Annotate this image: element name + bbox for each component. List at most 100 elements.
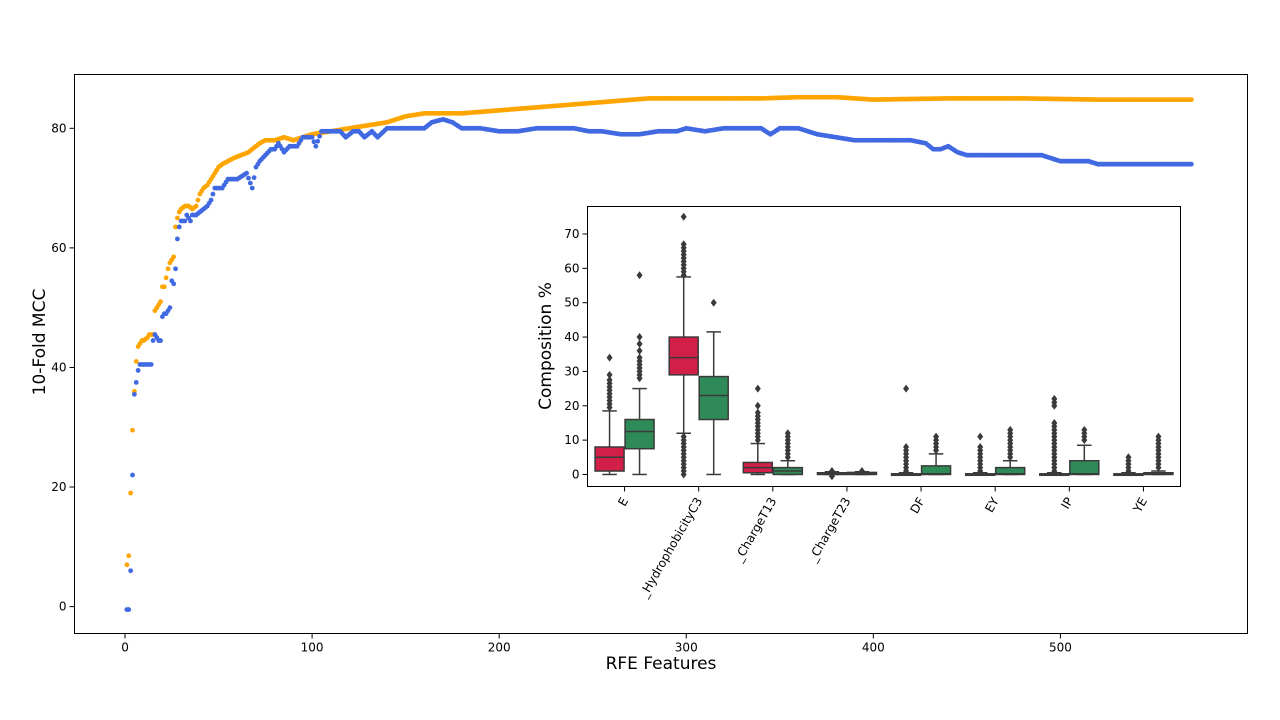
main-plot-frame (74, 74, 1248, 634)
point (167, 305, 173, 311)
point (124, 562, 130, 568)
point (247, 180, 253, 186)
box-7-0 (1113, 453, 1144, 477)
point (131, 391, 137, 397)
y-tick-label: 60 (564, 261, 579, 275)
flier (977, 442, 984, 451)
flier (606, 375, 613, 384)
flier (754, 384, 761, 393)
inset-y-axis-label: Composition % (536, 282, 556, 410)
point (165, 266, 171, 272)
flier (636, 333, 643, 342)
point (182, 218, 188, 224)
y-tick-label: 40 (564, 330, 579, 344)
point (311, 139, 317, 145)
x-tick-label: YE (1130, 495, 1150, 516)
box-7-1 (1143, 432, 1174, 476)
point (133, 359, 139, 364)
x-tick-label: 200 (488, 641, 511, 655)
point (135, 368, 141, 373)
box-2-0 (742, 384, 774, 476)
point (174, 236, 180, 242)
box-0-1 (624, 271, 655, 476)
flier (903, 384, 910, 393)
box (1069, 459, 1100, 476)
main-x-axis-label: RFE Features (606, 654, 717, 674)
point (315, 138, 321, 144)
point (150, 338, 156, 343)
y-tick-label: 20 (51, 480, 66, 494)
flier (710, 298, 717, 307)
x-tick-label: 400 (862, 641, 885, 655)
box-0-0 (594, 353, 625, 476)
flier (1155, 432, 1162, 441)
x-tick-label: 100 (301, 641, 324, 655)
box (698, 375, 729, 421)
point (161, 284, 167, 290)
x-tick-label: 300 (675, 641, 698, 655)
y-tick-label: 80 (51, 121, 66, 135)
point (195, 197, 201, 203)
flier (754, 408, 761, 417)
flier (858, 467, 865, 476)
flier (680, 240, 687, 249)
point (244, 170, 250, 176)
flier (903, 442, 910, 451)
flier (754, 401, 761, 410)
point (126, 553, 132, 559)
flier (1081, 425, 1088, 434)
flier (1051, 394, 1058, 403)
point (1188, 97, 1194, 103)
y-tick-label: 0 (572, 467, 580, 481)
x-tick-label: 0 (121, 641, 129, 655)
flier (1125, 453, 1132, 462)
point (249, 185, 255, 191)
point (176, 224, 182, 230)
point (171, 254, 177, 260)
box-5-1 (994, 425, 1026, 476)
point (171, 281, 177, 287)
flier (606, 353, 613, 362)
box-4-1 (920, 432, 952, 476)
point (246, 175, 251, 181)
box-6-1 (1069, 425, 1100, 476)
flier (636, 353, 643, 362)
point (158, 299, 163, 305)
flier (828, 472, 835, 481)
box-3-0 (816, 467, 848, 481)
y-tick-label: 40 (51, 360, 66, 374)
main-y-axis-label: 10-Fold MCC (30, 289, 50, 396)
box-1-1 (698, 298, 729, 476)
box (594, 446, 625, 472)
x-tick-label: 500 (1049, 641, 1072, 655)
box-6-0 (1039, 394, 1070, 477)
y-tick-label: 0 (59, 600, 67, 614)
y-tick-label: 50 (564, 296, 579, 310)
box-2-1 (772, 429, 804, 476)
point (128, 490, 134, 496)
point (163, 275, 169, 281)
point (193, 203, 199, 209)
main-data-points (124, 94, 1194, 612)
main-x-axis-ticks: 0 100 200 300 400 500 (121, 633, 1072, 655)
y-tick-label: 60 (51, 241, 66, 255)
inset-boxes (594, 212, 1174, 481)
flier (636, 271, 643, 280)
box-4-0 (890, 384, 922, 477)
point (309, 134, 315, 140)
y-tick-label: 30 (564, 364, 579, 378)
flier (1051, 418, 1058, 427)
inset-y-axis-ticks: 0 10 20 30 40 50 60 70 (564, 227, 588, 481)
point (130, 427, 135, 433)
series-0 (124, 94, 1194, 568)
y-tick-label: 70 (564, 227, 579, 241)
box (668, 336, 699, 376)
point (133, 379, 139, 385)
point (130, 472, 135, 478)
y-tick-label: 10 (564, 433, 579, 447)
flier (606, 370, 613, 379)
flier (680, 212, 687, 221)
point (126, 607, 132, 612)
y-tick-label: 20 (564, 399, 579, 413)
